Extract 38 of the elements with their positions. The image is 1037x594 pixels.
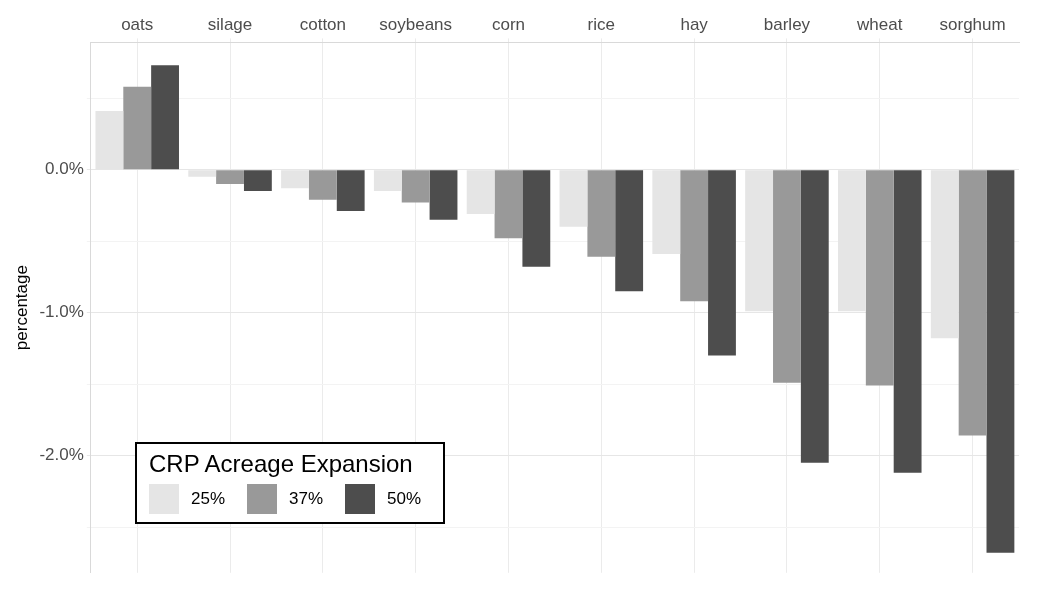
bar (429, 170, 458, 220)
x-tick-label: oats (121, 14, 154, 34)
x-tick-label: sorghum (939, 14, 1006, 34)
x-tick-label: corn (491, 14, 526, 34)
y-tick-label: -1.0% (39, 302, 84, 322)
bar (865, 170, 894, 386)
y-axis-title: percentage (11, 265, 31, 351)
bar (958, 170, 987, 436)
bar (986, 170, 1015, 553)
y-tick-label: -2.0% (39, 445, 84, 465)
bar (680, 170, 709, 302)
bar (336, 170, 365, 212)
x-tick-label: silage (207, 14, 253, 34)
legend-label: 50% (387, 489, 422, 509)
x-tick-label: hay (680, 14, 709, 34)
y-tick-label: 0.0% (45, 159, 84, 179)
bar (243, 170, 272, 192)
bar (615, 170, 644, 292)
bar (773, 170, 801, 383)
legend-title: CRP Acreage Expansion (149, 450, 414, 478)
legend-label: 25% (191, 489, 226, 509)
bar (123, 86, 152, 170)
bar (708, 170, 736, 356)
bar (401, 170, 430, 203)
bar (587, 170, 616, 257)
bar (893, 170, 922, 473)
bar (800, 170, 829, 463)
legend-label: 37% (289, 489, 324, 509)
bar (216, 170, 244, 184)
bar (522, 170, 551, 267)
bar (151, 65, 179, 170)
x-tick-label: cotton (299, 14, 347, 34)
x-tick-label: soybeans (379, 14, 453, 34)
bar (308, 170, 337, 200)
bar (494, 170, 523, 239)
x-tick-label: rice (587, 14, 616, 34)
x-tick-label: barley (763, 14, 811, 34)
x-tick-label: wheat (856, 14, 903, 34)
